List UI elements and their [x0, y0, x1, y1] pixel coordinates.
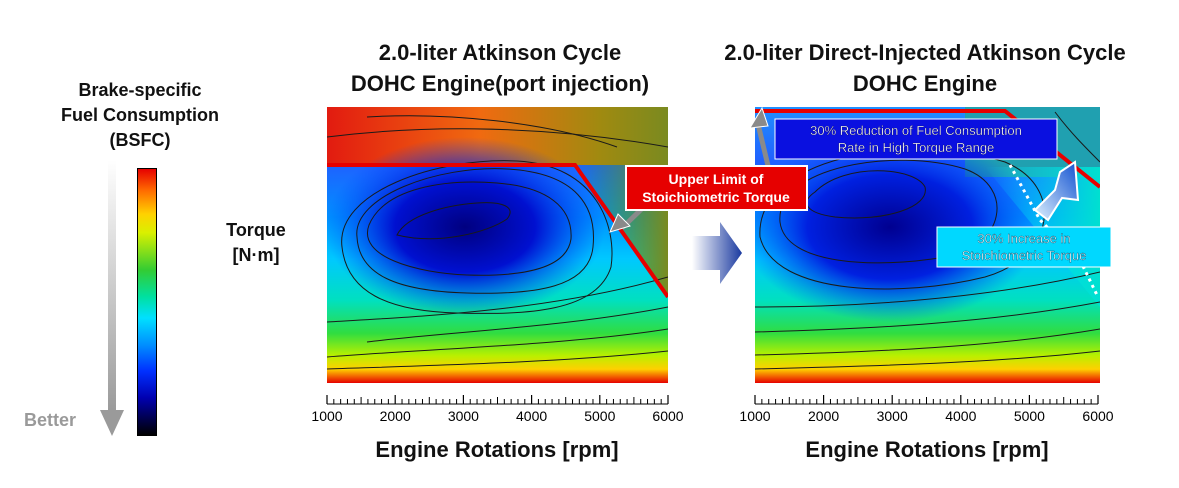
x-tick-label: 5000 [584, 408, 615, 424]
x-axis-label-1: Engine Rotations [rpm] [375, 437, 619, 462]
legend-title-line-1: Brake-specific [78, 80, 202, 100]
upper-limit-annotation: Upper Limit of Stoichiometric Torque [625, 165, 808, 211]
x-tick-label: 6000 [652, 408, 683, 424]
x-tick-label: 3000 [448, 408, 479, 424]
legend-title-line-2: Fuel Consumption [61, 105, 219, 125]
reduction-line-1: 30% Reduction of Fuel Consumption [810, 123, 1022, 138]
x-axis-label-2: Engine Rotations [rpm] [805, 437, 1049, 462]
legend-title-line-3: (BSFC) [109, 130, 171, 150]
upper-limit-line-2: Stoichiometric Torque [642, 189, 790, 205]
y-axis-label-line-2: [N·m] [232, 245, 280, 265]
x-tick-label: 1000 [311, 408, 342, 424]
panel-1-title-line-1: 2.0-liter Atkinson Cycle [378, 40, 622, 65]
x-tick-label: 4000 [945, 408, 976, 424]
panel-2-title: 2.0-liter Direct-Injected Atkinson Cycle… [690, 37, 1160, 99]
reduction-annotation: 30% Reduction of Fuel Consumption Rate i… [774, 118, 1058, 160]
torque-increase-arrow-icon [1033, 160, 1080, 222]
x-tick-label: 4000 [516, 408, 547, 424]
better-label: Better [24, 410, 77, 430]
panel-1-title-line-2: DOHC Engine(port injection) [350, 71, 650, 96]
increase-annotation: 30% Increase in Stoichiometric Torque [936, 226, 1112, 268]
x-axis-2: 1000 2000 3000 4000 5000 6000 [739, 395, 1114, 424]
panel-1-title: 2.0-liter Atkinson Cycle DOHC Engine(por… [300, 37, 700, 99]
x-axis-1: 1000 2000 3000 4000 5000 6000 [311, 395, 684, 424]
panel-2-title-line-2: DOHC Engine [852, 71, 998, 96]
better-arrow-icon [100, 160, 124, 436]
reduction-line-2: Rate in High Torque Range [838, 140, 995, 155]
y-axis-label: Torque [N·m] [218, 218, 294, 268]
x-tick-label: 3000 [877, 408, 908, 424]
y-axis-label-line-1: Torque [226, 220, 286, 240]
x-tick-label: 6000 [1082, 408, 1113, 424]
x-tick-label: 1000 [739, 408, 770, 424]
x-tick-label: 2000 [808, 408, 839, 424]
annotation-arrows [609, 106, 1099, 296]
x-tick-label: 2000 [380, 408, 411, 424]
panel-2-title-line-1: 2.0-liter Direct-Injected Atkinson Cycle [724, 40, 1126, 65]
increase-line-1: 30% Increase in [977, 231, 1070, 246]
heatmap-1 [327, 107, 668, 383]
transition-arrow-icon [692, 222, 742, 284]
legend-title: Brake-specific Fuel Consumption (BSFC) [30, 78, 250, 153]
upper-limit-line-1: Upper Limit of [669, 171, 764, 187]
x-tick-label: 5000 [1014, 408, 1045, 424]
increase-line-2: Stoichiometric Torque [962, 248, 1087, 263]
bsfc-colorbar [137, 168, 157, 436]
